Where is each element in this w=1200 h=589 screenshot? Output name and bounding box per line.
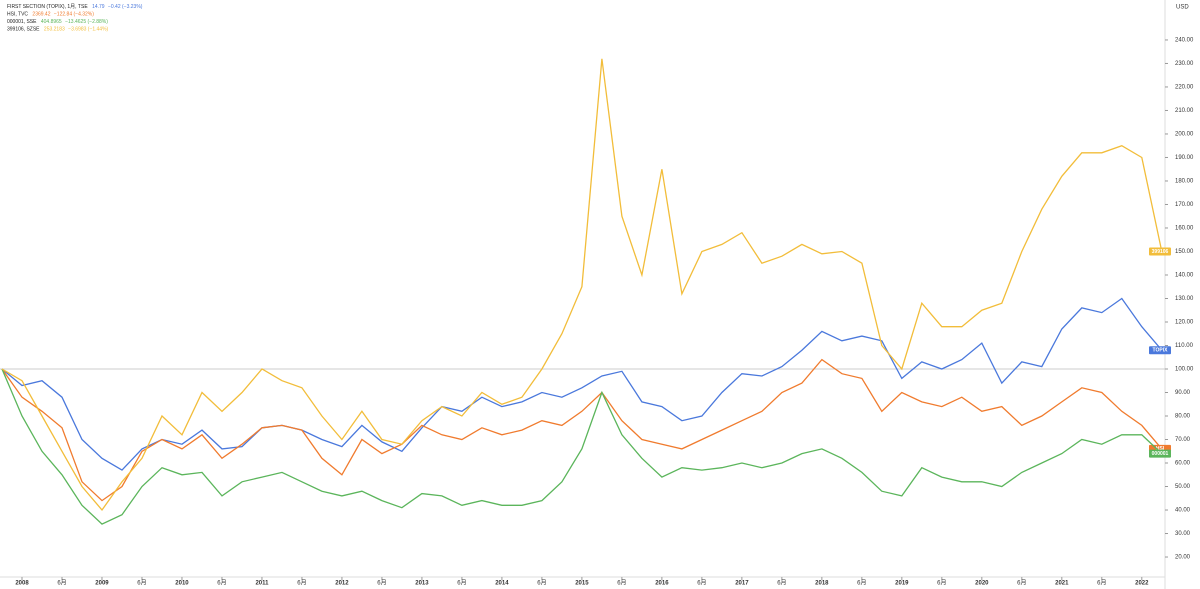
x-tick-label: 2020 [975,581,989,587]
y-tick-label: 110.00 [1175,343,1194,349]
y-tick-label: 60.00 [1175,461,1191,467]
legend-text: −122.84 (−4.32%) [54,12,94,18]
y-tick-label: 160.00 [1175,226,1194,232]
y-tick-label: 220.00 [1175,85,1194,91]
legend-text: −3.6983 (−1.44%) [68,27,108,33]
series-line [1,58,1163,512]
y-tick-label: 40.00 [1175,508,1191,514]
series-tag-bg [1149,247,1171,256]
x-tick-label: 2019 [895,581,909,587]
x-tick-label: 2008 [15,581,29,587]
x-tick-label: 2016 [655,581,669,587]
y-tick-label: 70.00 [1175,437,1191,443]
x-tick-label: 6月 [697,580,706,587]
y-tick-label: 30.00 [1175,531,1191,537]
x-tick-label: 6月 [217,580,226,587]
x-tick-label: 2021 [1055,581,1069,587]
x-tick-label: 6月 [537,580,546,587]
series-tag-bg [1149,346,1171,355]
y-tick-label: 150.00 [1175,249,1194,255]
y-tick-label: 210.00 [1175,108,1194,114]
y-tick-label: 100.00 [1175,367,1194,373]
x-tick-label: 2013 [415,581,429,587]
legend-entry: HSI, TVC 2369.42 −122.84 (−4.32%) [7,12,94,18]
legend-text: 404.8965 [41,19,62,25]
series-line [1,368,1163,525]
legend-text: 14.79 [92,4,105,10]
x-tick-label: 2014 [495,581,509,587]
x-tick-label: 6月 [1097,580,1106,587]
x-tick-label: 6月 [937,580,946,587]
legend-entry: 000001, SSE 404.8965 −13.4625 (−2.88%) [7,19,108,25]
x-tick-label: 2015 [575,581,589,587]
y-tick-label: 240.00 [1175,38,1194,44]
series-tag: 399106 [1152,249,1169,255]
x-tick-label: 2022 [1135,581,1149,587]
series-line [1,358,1163,502]
legend-text: 399106, SZSE [7,27,40,33]
x-tick-label: 2018 [815,581,829,587]
x-tick-label: 6月 [377,580,386,587]
x-tick-label: 6月 [457,580,466,587]
series-line [1,297,1163,471]
y-tick-label: 20.00 [1175,555,1191,561]
x-tick-label: 6月 [777,580,786,587]
y-tick-label: 130.00 [1175,296,1194,302]
y-axis-label: USD [1176,5,1189,11]
x-tick-label: 2017 [735,581,749,587]
x-tick-label: 2012 [335,581,349,587]
legend-text: −0.42 (−3.23%) [108,4,143,10]
legend-text: HSI, TVC [7,12,28,18]
y-tick-label: 190.00 [1175,155,1194,161]
y-tick-label: 50.00 [1175,484,1191,490]
x-tick-label: 6月 [137,580,146,587]
y-tick-label: 80.00 [1175,414,1191,420]
legend-text: −13.4625 (−2.88%) [65,19,108,25]
x-tick-label: 2010 [175,581,189,587]
legend-text: FIRST SECTION (TOPIX), 1月, TSE [7,4,88,10]
series-tag: TOPIX [1153,348,1169,354]
y-tick-label: 170.00 [1175,202,1194,208]
legend-text: 2369.42 [32,12,50,18]
legend-entry: FIRST SECTION (TOPIX), 1月, TSE 14.79 −0.… [7,4,143,10]
y-tick-label: 180.00 [1175,179,1194,185]
x-tick-label: 6月 [1017,580,1026,587]
legend-text: 253.2183 [44,27,65,33]
y-tick-label: 140.00 [1175,273,1194,279]
series-tag: HSI [1156,446,1165,452]
x-tick-label: 6月 [617,580,626,587]
x-tick-label: 6月 [297,580,306,587]
x-tick-label: 2011 [255,581,269,587]
series-tag: 000001 [1152,451,1169,457]
y-tick-label: 230.00 [1175,61,1194,67]
y-tick-label: 90.00 [1175,390,1191,396]
y-tick-label: 200.00 [1175,132,1194,138]
series-tag-bg [1149,449,1171,458]
x-tick-label: 6月 [857,580,866,587]
legend-text: 000001, SSE [7,19,37,25]
y-tick-label: 120.00 [1175,320,1194,326]
legend-entry: 399106, SZSE 253.2183 −3.6983 (−1.44%) [7,27,109,33]
x-tick-label: 6月 [57,580,66,587]
x-tick-label: 2009 [95,581,109,587]
